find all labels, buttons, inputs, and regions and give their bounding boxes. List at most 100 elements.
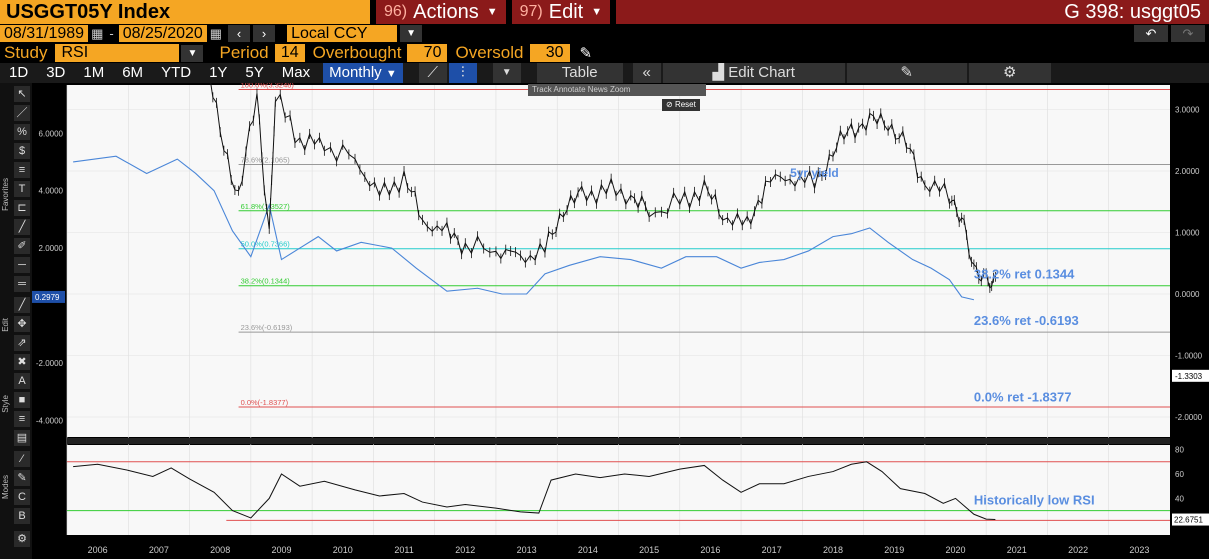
- edit-label: Edit: [548, 1, 584, 23]
- fib-level-label: 61.8%(1.3527): [241, 202, 291, 211]
- current-right-box: [1172, 369, 1209, 382]
- font-icon[interactable]: A: [14, 373, 30, 389]
- frequency-label: Monthly: [329, 64, 382, 81]
- gear-icon[interactable]: ⚙: [968, 63, 1051, 83]
- dollar-tool-icon[interactable]: $: [14, 143, 30, 159]
- style-label: Style: [1, 395, 10, 413]
- brush-mode-icon[interactable]: ⁄: [14, 451, 30, 467]
- actions-menu[interactable]: 96) Actions ▼: [376, 0, 506, 24]
- current-left-box: [32, 290, 65, 303]
- fib-level-label: 50.0%(0.7366): [241, 240, 291, 249]
- x-tick-label: 2008: [210, 545, 230, 555]
- study-select[interactable]: RSI: [55, 44, 180, 62]
- arrow-tool-icon[interactable]: ⇗: [14, 335, 30, 351]
- price-chart[interactable]: 100.0%(3.3248) 78.6%(2.1065) 61.8%(1.3527)…: [32, 83, 1209, 559]
- ruler-icon[interactable]: ⊏: [14, 200, 30, 216]
- menu-zoom[interactable]: Zoom: [609, 85, 631, 94]
- range-6m[interactable]: 6M: [122, 64, 144, 81]
- chart-icon: ▟: [712, 64, 725, 81]
- period-input[interactable]: 14: [274, 44, 305, 62]
- pencil-icon[interactable]: ✎: [579, 45, 593, 62]
- overbought-input[interactable]: 70: [407, 44, 448, 62]
- percent-tool-icon[interactable]: %: [14, 124, 30, 140]
- range-3d[interactable]: 3D: [46, 64, 66, 81]
- menu-annotate[interactable]: Annotate: [553, 85, 588, 94]
- c-mode-icon[interactable]: C: [14, 489, 30, 505]
- left-tick-label: -4.0000: [36, 416, 64, 425]
- x-tick-label: 2007: [149, 545, 169, 555]
- range-1m[interactable]: 1M: [83, 64, 105, 81]
- security-ticker[interactable]: USGGT05Y Index: [0, 0, 370, 24]
- line-chart-icon[interactable]: ⟋: [418, 63, 447, 83]
- right-tick-label: 1.0000: [1175, 229, 1200, 238]
- left-tick-label: 6.0000: [39, 129, 64, 138]
- line-tool-icon[interactable]: ／: [14, 105, 30, 121]
- channel-icon[interactable]: ═: [14, 276, 30, 292]
- pointer-icon[interactable]: ↖: [14, 86, 30, 102]
- delete-icon[interactable]: ✖: [14, 354, 30, 370]
- next-arrow-icon[interactable]: ›: [253, 25, 276, 42]
- edit-menu[interactable]: 97) Edit ▼: [511, 0, 611, 24]
- calendar-icon[interactable]: ▦: [209, 25, 223, 41]
- oversold-input[interactable]: 30: [529, 44, 570, 62]
- chevron-down-icon: ▼: [385, 68, 397, 80]
- menu-news[interactable]: News: [587, 85, 610, 94]
- modes-label: Modes: [1, 475, 10, 500]
- menu-track[interactable]: Track: [532, 85, 554, 94]
- chevron-down-icon[interactable]: ▼: [492, 63, 521, 83]
- grid-icon[interactable]: ▤: [14, 430, 30, 446]
- dash-separator: -: [109, 26, 114, 41]
- edit-chart-button[interactable]: ▟ Edit Chart: [662, 63, 845, 83]
- collapse-icon[interactable]: «: [632, 63, 661, 83]
- chevron-down-icon[interactable]: ▼: [400, 25, 423, 42]
- oversold-label: Oversold: [455, 43, 524, 62]
- brush-icon[interactable]: ✐: [14, 238, 30, 254]
- hline-icon[interactable]: ─: [14, 257, 30, 273]
- right-tick-label: 3.0000: [1175, 106, 1200, 115]
- range-1y[interactable]: 1Y: [209, 64, 228, 81]
- range-1d[interactable]: 1D: [9, 64, 29, 81]
- period-label: Period: [219, 43, 269, 62]
- move-icon[interactable]: ✥: [14, 316, 30, 332]
- range-5y[interactable]: 5Y: [245, 64, 264, 81]
- rsi-tick-label: 80: [1175, 446, 1184, 455]
- color-icon[interactable]: ■: [14, 392, 30, 408]
- x-tick-label: 2022: [1068, 545, 1088, 555]
- line-width-icon[interactable]: ≡: [14, 411, 30, 427]
- right-tick-label: 0.0000: [1175, 290, 1200, 299]
- end-date-field[interactable]: 08/25/2020: [118, 25, 207, 42]
- frequency-select[interactable]: Monthly ▼: [323, 63, 403, 83]
- undo-icon[interactable]: ↶: [1134, 25, 1168, 42]
- redo-icon[interactable]: ↷: [1171, 25, 1205, 42]
- calendar-icon[interactable]: ▦: [91, 25, 104, 41]
- spread-series-line: [73, 155, 975, 301]
- range-selector: 1D 3D 1M 6M YTD 1Y 5Y Max: [0, 63, 319, 83]
- b-mode-icon[interactable]: B: [14, 508, 30, 524]
- annotation-label: 23.6% ret -0.6193: [974, 313, 1079, 328]
- fib-level-label: 0.0%(-1.8377): [241, 398, 289, 407]
- left-tick-label: -2.0000: [36, 359, 64, 368]
- edit-side-label: Edit: [1, 318, 10, 332]
- study-label: Study: [4, 43, 48, 62]
- drag-icon[interactable]: ╱: [14, 297, 30, 313]
- edit-icon[interactable]: ✎: [846, 63, 967, 83]
- fib-tool-icon[interactable]: ≡: [14, 162, 30, 178]
- reset-button[interactable]: ⊘ Reset: [662, 99, 700, 111]
- prev-arrow-icon[interactable]: ‹: [228, 25, 251, 42]
- bar-chart-icon[interactable]: ⫶: [448, 63, 477, 83]
- t-tool-icon[interactable]: T: [14, 181, 30, 197]
- currency-select[interactable]: Local CCY: [287, 25, 398, 42]
- chevron-down-icon[interactable]: ▼: [181, 44, 204, 62]
- table-button[interactable]: Table: [536, 63, 623, 83]
- start-date-field[interactable]: 08/31/1989: [0, 25, 89, 42]
- current-rsi-box: [1172, 513, 1209, 526]
- fib-level-label: 100.0%(3.3248): [241, 83, 295, 90]
- range-ytd[interactable]: YTD: [161, 64, 192, 81]
- x-tick-label: 2018: [823, 545, 843, 555]
- pen-mode-icon[interactable]: ✎: [14, 470, 30, 486]
- fib-level-label: 23.6%(-0.6193): [241, 323, 293, 332]
- range-max[interactable]: Max: [281, 64, 311, 81]
- gear-icon[interactable]: ⚙: [14, 531, 30, 547]
- x-tick-label: 2014: [578, 545, 598, 555]
- draw-icon[interactable]: ╱: [14, 219, 30, 235]
